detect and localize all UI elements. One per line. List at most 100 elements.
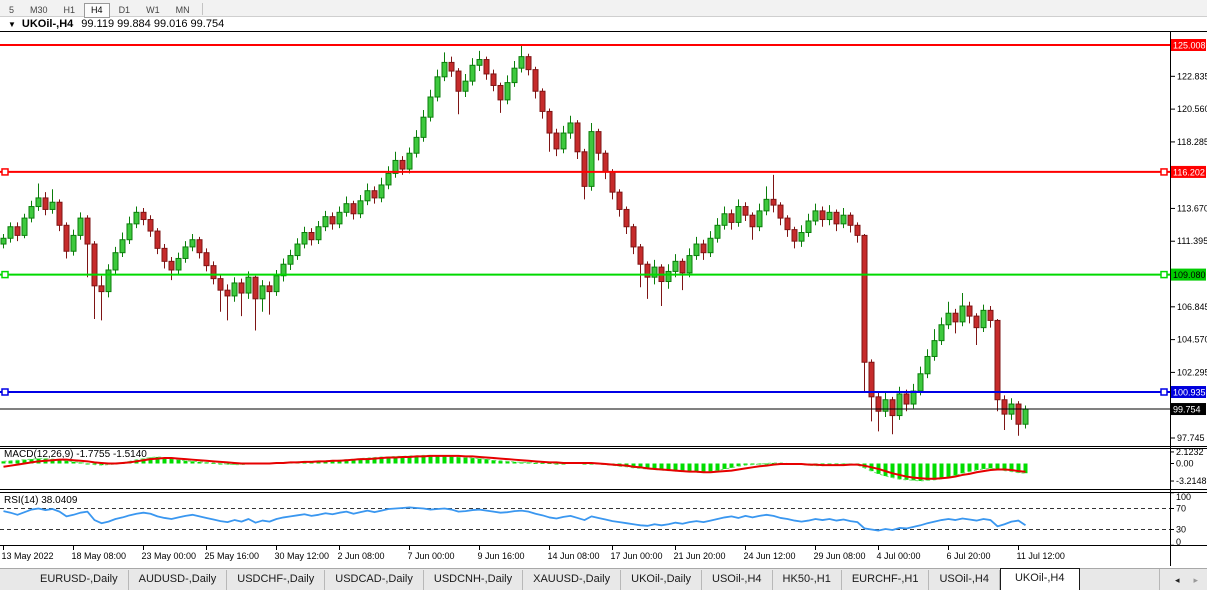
macd-histogram-bar <box>701 463 706 473</box>
candle <box>546 108 553 152</box>
candle <box>35 183 42 211</box>
tab-audusd-daily[interactable]: AUDUSD-,Daily <box>129 570 228 590</box>
candle <box>406 147 413 174</box>
timeframe-button-w1[interactable]: W1 <box>146 5 160 15</box>
line-handle-icon <box>1 168 9 176</box>
candle <box>532 66 539 99</box>
tab-usoil-h4[interactable]: USOil-,H4 <box>702 570 773 590</box>
horizontal-line-125.008[interactable]: 125.008 <box>0 39 1206 51</box>
tab-usoil-h4[interactable]: USOil-,H4 <box>929 570 1000 590</box>
candle <box>805 213 812 237</box>
tab-ukoil-h4[interactable]: UKOil-,H4 <box>999 568 1080 590</box>
timeframe-button-d1[interactable]: D1 <box>118 5 131 15</box>
horizontal-line-116.202[interactable]: 116.202 <box>0 165 1206 178</box>
tab-usdchf-daily[interactable]: USDCHF-,Daily <box>227 570 326 590</box>
tab-ukoil-daily[interactable]: UKOil-,Daily <box>621 570 703 590</box>
tab-xauusd-daily[interactable]: XAUUSD-,Daily <box>523 570 622 590</box>
chart-tab-bar: EURUSD-,Daily AUDUSD-,Daily USDCHF-,Daily U… <box>0 568 1207 590</box>
candle <box>42 192 49 216</box>
candle <box>84 215 91 278</box>
tab-usdcnh-daily[interactable]: USDCNH-,Daily <box>424 570 524 590</box>
chart-dropdown-icon[interactable]: ▼ <box>8 20 16 29</box>
candlesticks <box>0 45 1029 436</box>
macd-tick-label: -3.2148 <box>1176 476 1207 486</box>
macd-histogram-bar <box>148 457 153 464</box>
chart-symbol-label: UKOil-,H4 <box>21 18 74 30</box>
rsi-tick-label: 70 <box>1176 504 1186 514</box>
macd-histogram-bar <box>652 463 657 470</box>
candle <box>840 208 847 229</box>
candle <box>770 174 777 213</box>
date-tick-label: 11 Jul 12:00 <box>1017 551 1065 561</box>
date-axis[interactable]: 13 May 2022 18 May 08:00 23 May 00:00 25 Ma… <box>2 546 1065 561</box>
candle <box>966 301 973 324</box>
price-tick-label: 118.285 <box>1177 137 1207 147</box>
candle <box>175 252 182 275</box>
date-tick-label: 17 Jun 00:00 <box>611 551 663 561</box>
tab-scroll-left-icon[interactable]: ◂ <box>1174 575 1180 585</box>
price-label-box <box>1171 386 1206 399</box>
horizontal-line-100.935[interactable]: 100.935 <box>0 386 1206 399</box>
tab-eurusd-daily[interactable]: EURUSD-,Daily <box>30 570 129 590</box>
date-tick-label: 30 May 12:00 <box>275 551 330 561</box>
macd-histogram-bar <box>708 463 713 472</box>
macd-histogram-bar <box>92 463 97 465</box>
candle <box>833 209 840 232</box>
candle <box>819 206 826 227</box>
horizontal-line-109.080[interactable]: 109.080 <box>0 268 1206 281</box>
candle <box>581 148 588 200</box>
candle <box>686 248 693 278</box>
macd-histogram-bar <box>337 460 342 464</box>
date-tick-label: 21 Jun 20:00 <box>674 551 726 561</box>
date-tick-label: 18 May 08:00 <box>72 551 127 561</box>
candle <box>182 241 189 263</box>
timeframe-button-h1[interactable]: H1 <box>63 5 76 15</box>
candle <box>322 210 329 232</box>
horizontal-line-99.754[interactable]: 99.754 <box>0 403 1206 416</box>
macd-histogram-bar <box>190 461 195 464</box>
candle <box>455 68 462 115</box>
macd-histogram-bar <box>365 458 370 464</box>
candle <box>56 199 63 232</box>
tab-scroll-right-icon[interactable]: ▸ <box>1193 575 1198 585</box>
candle <box>483 56 490 80</box>
tab-eurchf-h1[interactable]: EURCHF-,H1 <box>842 570 930 590</box>
macd-histogram-bar <box>526 462 531 464</box>
candle <box>616 189 623 217</box>
candle <box>651 259 658 285</box>
macd-histogram-bar <box>470 458 475 464</box>
candle <box>861 233 868 393</box>
macd-histogram-bar <box>456 456 461 464</box>
timeframe-toolbar: 5 M30 H1 H4 D1 W1 MN <box>0 0 1207 18</box>
tab-usdcad-daily[interactable]: USDCAD-,Daily <box>325 570 424 590</box>
macd-histogram-bar <box>498 460 503 464</box>
price-label-box <box>1171 403 1206 416</box>
timeframe-button-5[interactable]: 5 <box>9 5 15 15</box>
candle <box>280 258 287 282</box>
candle <box>315 220 322 245</box>
price-label: 125.008 <box>1173 41 1206 51</box>
macd-histogram-bar <box>183 460 188 464</box>
candle <box>644 261 651 299</box>
candle <box>371 186 378 204</box>
timeframe-button-h4[interactable]: H4 <box>84 3 110 18</box>
price-axis[interactable]: 122.835 120.560 118.285 113.670 111.395 106.8… <box>1170 71 1207 443</box>
macd-histogram-bar <box>890 463 895 478</box>
macd-histogram-bar <box>29 459 34 464</box>
candle <box>623 206 630 234</box>
candle <box>266 281 273 315</box>
timeframe-button-mn[interactable]: MN <box>175 5 190 15</box>
rsi-line <box>3 506 1027 532</box>
candle <box>1015 401 1022 436</box>
price-label: 100.935 <box>1173 388 1206 398</box>
candle <box>756 203 763 232</box>
panel-borders <box>0 31 1207 566</box>
timeframe-button-m30[interactable]: M30 <box>30 5 48 15</box>
macd-histogram-bar <box>505 461 510 464</box>
candle <box>791 226 798 249</box>
macd-histogram-bar <box>694 463 699 473</box>
macd-histogram-bar <box>1009 463 1014 472</box>
tab-hk50-h1[interactable]: HK50-,H1 <box>773 570 842 590</box>
macd-histogram-bar <box>1016 463 1021 473</box>
